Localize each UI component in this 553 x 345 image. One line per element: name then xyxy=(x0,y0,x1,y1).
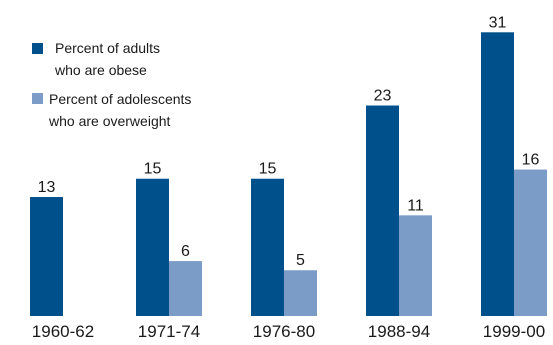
data-label-s0-1999-00: 31 xyxy=(489,14,507,31)
x-tick-label-1988-94: 1988-94 xyxy=(368,322,430,341)
bars-layer xyxy=(30,32,547,316)
x-tick-label-1976-80: 1976-80 xyxy=(253,322,315,341)
legend-label-adults-line1: Percent of adults xyxy=(55,40,160,56)
x-axis-ticks: 1960-62 1971-74 1976-80 1988-94 1999-00 xyxy=(32,322,545,341)
data-label-s1-1999-00: 16 xyxy=(522,152,540,169)
bar-s1-1999-00 xyxy=(514,169,547,316)
data-label-s0-1960-62: 13 xyxy=(38,179,56,196)
bar-s0-1960-62 xyxy=(30,197,63,316)
data-label-s0-1988-94: 23 xyxy=(374,88,392,105)
legend-swatch-adults xyxy=(32,43,43,54)
bar-s0-1999-00 xyxy=(481,32,514,316)
bar-s1-1976-80 xyxy=(284,270,317,316)
x-tick-label-1999-00: 1999-00 xyxy=(483,322,545,341)
data-label-s1-1988-94: 11 xyxy=(407,197,424,214)
legend: Percent of adults who are obese Percent … xyxy=(32,40,191,129)
data-labels-layer: 13 15 6 15 5 23 11 31 16 xyxy=(38,14,540,269)
data-label-s0-1971-74: 15 xyxy=(144,161,162,178)
data-label-s0-1976-80: 15 xyxy=(259,161,277,178)
legend-label-adolescents-line2: who are overweight xyxy=(48,113,171,129)
bar-s0-1971-74 xyxy=(136,178,169,316)
legend-label-adults-line2: who are obese xyxy=(54,62,147,78)
x-tick-label-1971-74: 1971-74 xyxy=(138,322,200,341)
bar-s0-1988-94 xyxy=(366,105,399,316)
bar-s1-1988-94 xyxy=(399,215,432,316)
legend-swatch-adolescents xyxy=(32,93,43,104)
x-tick-label-1960-62: 1960-62 xyxy=(32,322,94,341)
legend-label-adolescents-line1: Percent of adolescents xyxy=(49,91,191,107)
bar-s0-1976-80 xyxy=(251,178,284,316)
data-label-s1-1976-80: 5 xyxy=(296,252,305,269)
data-label-s1-1971-74: 6 xyxy=(181,243,190,260)
bar-s1-1971-74 xyxy=(169,261,202,316)
